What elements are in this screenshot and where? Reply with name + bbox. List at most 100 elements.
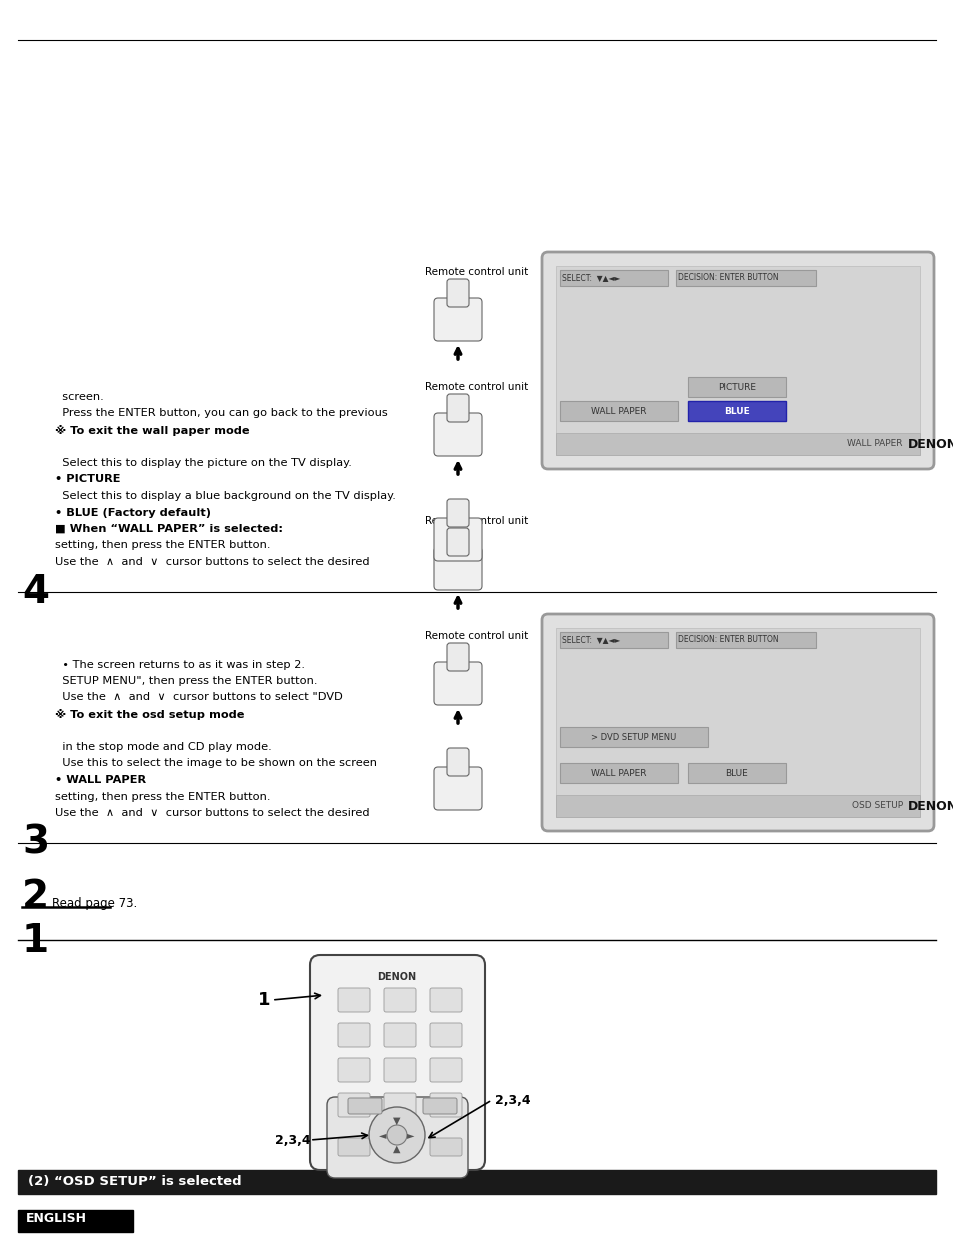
FancyBboxPatch shape [430, 1058, 461, 1082]
Text: • PICTURE: • PICTURE [55, 475, 120, 485]
Text: in the stop mode and CD play mode.: in the stop mode and CD play mode. [55, 742, 272, 752]
Bar [687, 763, 785, 783]
FancyBboxPatch shape [434, 662, 481, 705]
Text: SELECT:  ▼▲◄►: SELECT: ▼▲◄► [561, 273, 619, 282]
Text: WALL PAPER: WALL PAPER [846, 439, 902, 449]
FancyBboxPatch shape [434, 518, 481, 562]
Text: Use the  ∧  and  ∨  cursor buttons to select "DVD: Use the ∧ and ∨ cursor buttons to select… [55, 693, 342, 703]
Text: WALL PAPER: WALL PAPER [591, 407, 646, 416]
Text: DENON: DENON [377, 972, 416, 982]
FancyBboxPatch shape [430, 988, 461, 1012]
FancyBboxPatch shape [337, 1023, 370, 1047]
Text: Remote control unit: Remote control unit [424, 631, 528, 641]
Bar [556, 628, 919, 816]
Text: ▼: ▼ [393, 1116, 400, 1126]
Text: • WALL PAPER: • WALL PAPER [55, 776, 146, 785]
Text: > DVD SETUP MENU: > DVD SETUP MENU [591, 732, 676, 741]
Text: BLUE: BLUE [723, 407, 749, 416]
FancyBboxPatch shape [337, 1094, 370, 1117]
FancyBboxPatch shape [337, 1058, 370, 1082]
Text: ※ To exit the osd setup mode: ※ To exit the osd setup mode [55, 709, 244, 720]
FancyBboxPatch shape [310, 955, 484, 1170]
Bar [556, 433, 919, 455]
FancyBboxPatch shape [422, 1098, 456, 1115]
Text: Press the ENTER button, you can go back to the previous: Press the ENTER button, you can go back … [55, 408, 387, 418]
FancyBboxPatch shape [337, 988, 370, 1012]
FancyBboxPatch shape [384, 1058, 416, 1082]
Text: screen.: screen. [55, 392, 104, 402]
FancyBboxPatch shape [447, 499, 469, 527]
Text: ENGLISH: ENGLISH [26, 1211, 87, 1225]
Text: BLUE: BLUE [725, 768, 747, 778]
FancyBboxPatch shape [384, 1094, 416, 1117]
Bar [18, 1210, 132, 1232]
Text: • The screen returns to as it was in step 2.: • The screen returns to as it was in ste… [55, 659, 305, 669]
Text: SELECT:  ▼▲◄►: SELECT: ▼▲◄► [561, 636, 619, 644]
Text: ◄: ◄ [379, 1131, 386, 1141]
Bar [559, 763, 678, 783]
FancyBboxPatch shape [447, 528, 469, 555]
Text: ▲: ▲ [393, 1144, 400, 1154]
Text: 1: 1 [257, 991, 271, 1009]
FancyBboxPatch shape [337, 1138, 370, 1157]
Text: (2) “OSD SETUP” is selected: (2) “OSD SETUP” is selected [28, 1175, 241, 1189]
Text: ►: ► [407, 1131, 415, 1141]
Text: 2: 2 [22, 878, 49, 917]
FancyBboxPatch shape [430, 1138, 461, 1157]
Text: 4: 4 [22, 573, 49, 611]
Text: Select this to display a blue background on the TV display.: Select this to display a blue background… [55, 491, 395, 501]
Bar [18, 1170, 935, 1194]
FancyBboxPatch shape [327, 1097, 468, 1178]
Bar [556, 795, 919, 816]
Bar [676, 270, 815, 286]
FancyBboxPatch shape [434, 547, 481, 590]
Text: Use the  ∧  and  ∨  cursor buttons to select the desired: Use the ∧ and ∨ cursor buttons to select… [55, 808, 369, 818]
Bar [676, 632, 815, 648]
Bar [559, 632, 667, 648]
FancyBboxPatch shape [447, 395, 469, 422]
Circle shape [387, 1124, 407, 1145]
Text: setting, then press the ENTER button.: setting, then press the ENTER button. [55, 792, 271, 802]
Bar [559, 727, 707, 747]
Text: setting, then press the ENTER button.: setting, then press the ENTER button. [55, 541, 271, 550]
Text: Remote control unit: Remote control unit [424, 516, 528, 526]
Text: SETUP MENU", then press the ENTER button.: SETUP MENU", then press the ENTER button… [55, 675, 317, 687]
Text: Remote control unit: Remote control unit [424, 382, 528, 392]
Text: DENON: DENON [907, 799, 953, 813]
Bar [556, 266, 919, 455]
Text: DECISION: ENTER BUTTON: DECISION: ENTER BUTTON [678, 636, 778, 644]
FancyBboxPatch shape [434, 767, 481, 810]
FancyBboxPatch shape [384, 1138, 416, 1157]
Bar [559, 401, 678, 421]
Text: ■ When “WALL PAPER” is selected:: ■ When “WALL PAPER” is selected: [55, 524, 283, 534]
Text: Read page 73.: Read page 73. [52, 897, 137, 910]
Bar [687, 401, 785, 421]
FancyBboxPatch shape [348, 1098, 381, 1115]
Text: WALL PAPER: WALL PAPER [591, 768, 646, 778]
Bar [687, 377, 785, 397]
Text: 2,3,4: 2,3,4 [274, 1133, 311, 1147]
Bar [559, 270, 667, 286]
FancyBboxPatch shape [430, 1094, 461, 1117]
Text: ※ To exit the wall paper mode: ※ To exit the wall paper mode [55, 426, 250, 435]
FancyBboxPatch shape [447, 643, 469, 670]
FancyBboxPatch shape [434, 298, 481, 341]
Text: Select this to display the picture on the TV display.: Select this to display the picture on th… [55, 458, 352, 468]
FancyBboxPatch shape [384, 988, 416, 1012]
FancyBboxPatch shape [447, 280, 469, 307]
FancyBboxPatch shape [384, 1023, 416, 1047]
Text: Use this to select the image to be shown on the screen: Use this to select the image to be shown… [55, 758, 376, 768]
Text: • BLUE (Factory default): • BLUE (Factory default) [55, 507, 211, 517]
FancyBboxPatch shape [541, 614, 933, 831]
Text: 3: 3 [22, 824, 49, 862]
Text: PICTURE: PICTURE [718, 382, 755, 391]
Circle shape [369, 1107, 424, 1163]
Text: DECISION: ENTER BUTTON: DECISION: ENTER BUTTON [678, 273, 778, 282]
FancyBboxPatch shape [447, 748, 469, 776]
FancyBboxPatch shape [541, 252, 933, 469]
Text: 1: 1 [22, 922, 49, 960]
Text: DENON: DENON [907, 438, 953, 450]
Text: OSD SETUP: OSD SETUP [851, 802, 902, 810]
FancyBboxPatch shape [434, 413, 481, 456]
Text: Remote control unit: Remote control unit [424, 267, 528, 277]
